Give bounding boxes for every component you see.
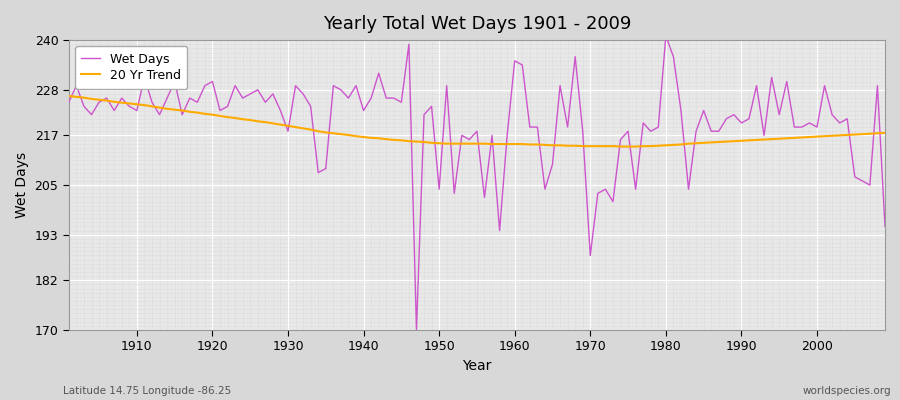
X-axis label: Year: Year [463,359,491,373]
20 Yr Trend [879,130,890,135]
Title: Yearly Total Wet Days 1901 - 2009: Yearly Total Wet Days 1901 - 2009 [323,15,631,33]
Legend: Wet Days, 20 Yr Trend: Wet Days, 20 Yr Trend [75,46,187,89]
Wet Days [608,199,618,204]
20 Yr Trend [615,144,626,149]
Wet Days [411,328,422,332]
Text: Latitude 14.75 Longitude -86.25: Latitude 14.75 Longitude -86.25 [63,386,231,396]
20 Yr Trend [124,101,135,106]
Wet Days [124,104,135,109]
Y-axis label: Wet Days: Wet Days [15,152,29,218]
20 Yr Trend [63,94,74,98]
20 Yr Trend [336,132,346,136]
Wet Days [336,88,346,92]
Wet Days [661,34,671,38]
20 Yr Trend [600,144,611,148]
Line: Wet Days: Wet Days [68,36,885,330]
Line: 20 Yr Trend: 20 Yr Trend [68,96,885,146]
Text: worldspecies.org: worldspecies.org [803,386,891,396]
Wet Days [879,224,890,229]
20 Yr Trend [509,142,520,146]
20 Yr Trend [502,142,513,146]
Wet Days [509,58,520,63]
Wet Days [517,62,527,67]
20 Yr Trend [290,125,301,130]
Wet Days [63,100,74,105]
Wet Days [290,83,301,88]
